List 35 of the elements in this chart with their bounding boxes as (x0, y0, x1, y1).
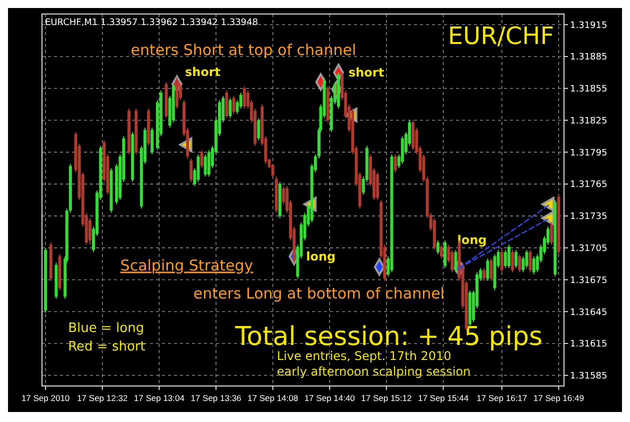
x-tick-label: 17 Sep 16:17 (476, 393, 528, 403)
x-tick-label: 17 Sep 13:36 (190, 393, 242, 403)
x-tick-label: 17 Sep 14:40 (304, 393, 356, 403)
x-tick-label: 17 Sep 13:04 (134, 393, 185, 403)
annotation: enters Short at top of channel (130, 40, 356, 59)
annotation: Red = short (68, 340, 146, 355)
x-tick-label: 17 Sep 2010 (21, 393, 70, 403)
y-tick-label: 1.31885 (570, 52, 608, 63)
y-tick-label: 1.31585 (570, 372, 608, 382)
annotation: Scalping Strategy (120, 256, 254, 275)
y-tick-label: 1.31765 (570, 180, 608, 190)
annotation: short (184, 65, 221, 80)
x-tick-label: 17 Sep 12:32 (77, 393, 128, 403)
y-tick-label: 1.31705 (570, 244, 608, 254)
y-tick-label: 1.31855 (570, 84, 608, 95)
y-tick-label: 1.31825 (570, 116, 608, 126)
y-tick-label: 1.31615 (570, 340, 608, 350)
x-tick-label: 17 Sep 15:44 (418, 393, 469, 403)
annotation: long (457, 233, 487, 248)
annotation: Live entries, Sept. 17th 2010 (276, 348, 452, 363)
annotation: enters Long at bottom of channel (193, 284, 444, 303)
y-tick-label: 1.31675 (570, 276, 608, 286)
y-tick-label: 1.31645 (570, 308, 608, 318)
annotation: long (306, 249, 336, 264)
chart-subtitle: EURCHF,M1 1.33957 1.33962 1.33942 1.33948 (45, 18, 258, 28)
annotation: short (348, 65, 384, 80)
x-tick-label: 17 Sep 15:12 (361, 393, 412, 403)
annotation: Blue = long (68, 321, 144, 336)
x-tick-label: 17 Sep 14:08 (248, 393, 298, 403)
y-tick-label: 1.31795 (570, 148, 608, 158)
y-tick-label: 1.31915 (570, 20, 608, 31)
chart-title: EUR/CHF (448, 22, 554, 50)
x-tick-label: 17 Sep 16:49 (533, 393, 584, 403)
y-tick-label: 1.31735 (570, 212, 608, 222)
annotation: early afternoon scalping session (276, 364, 471, 379)
